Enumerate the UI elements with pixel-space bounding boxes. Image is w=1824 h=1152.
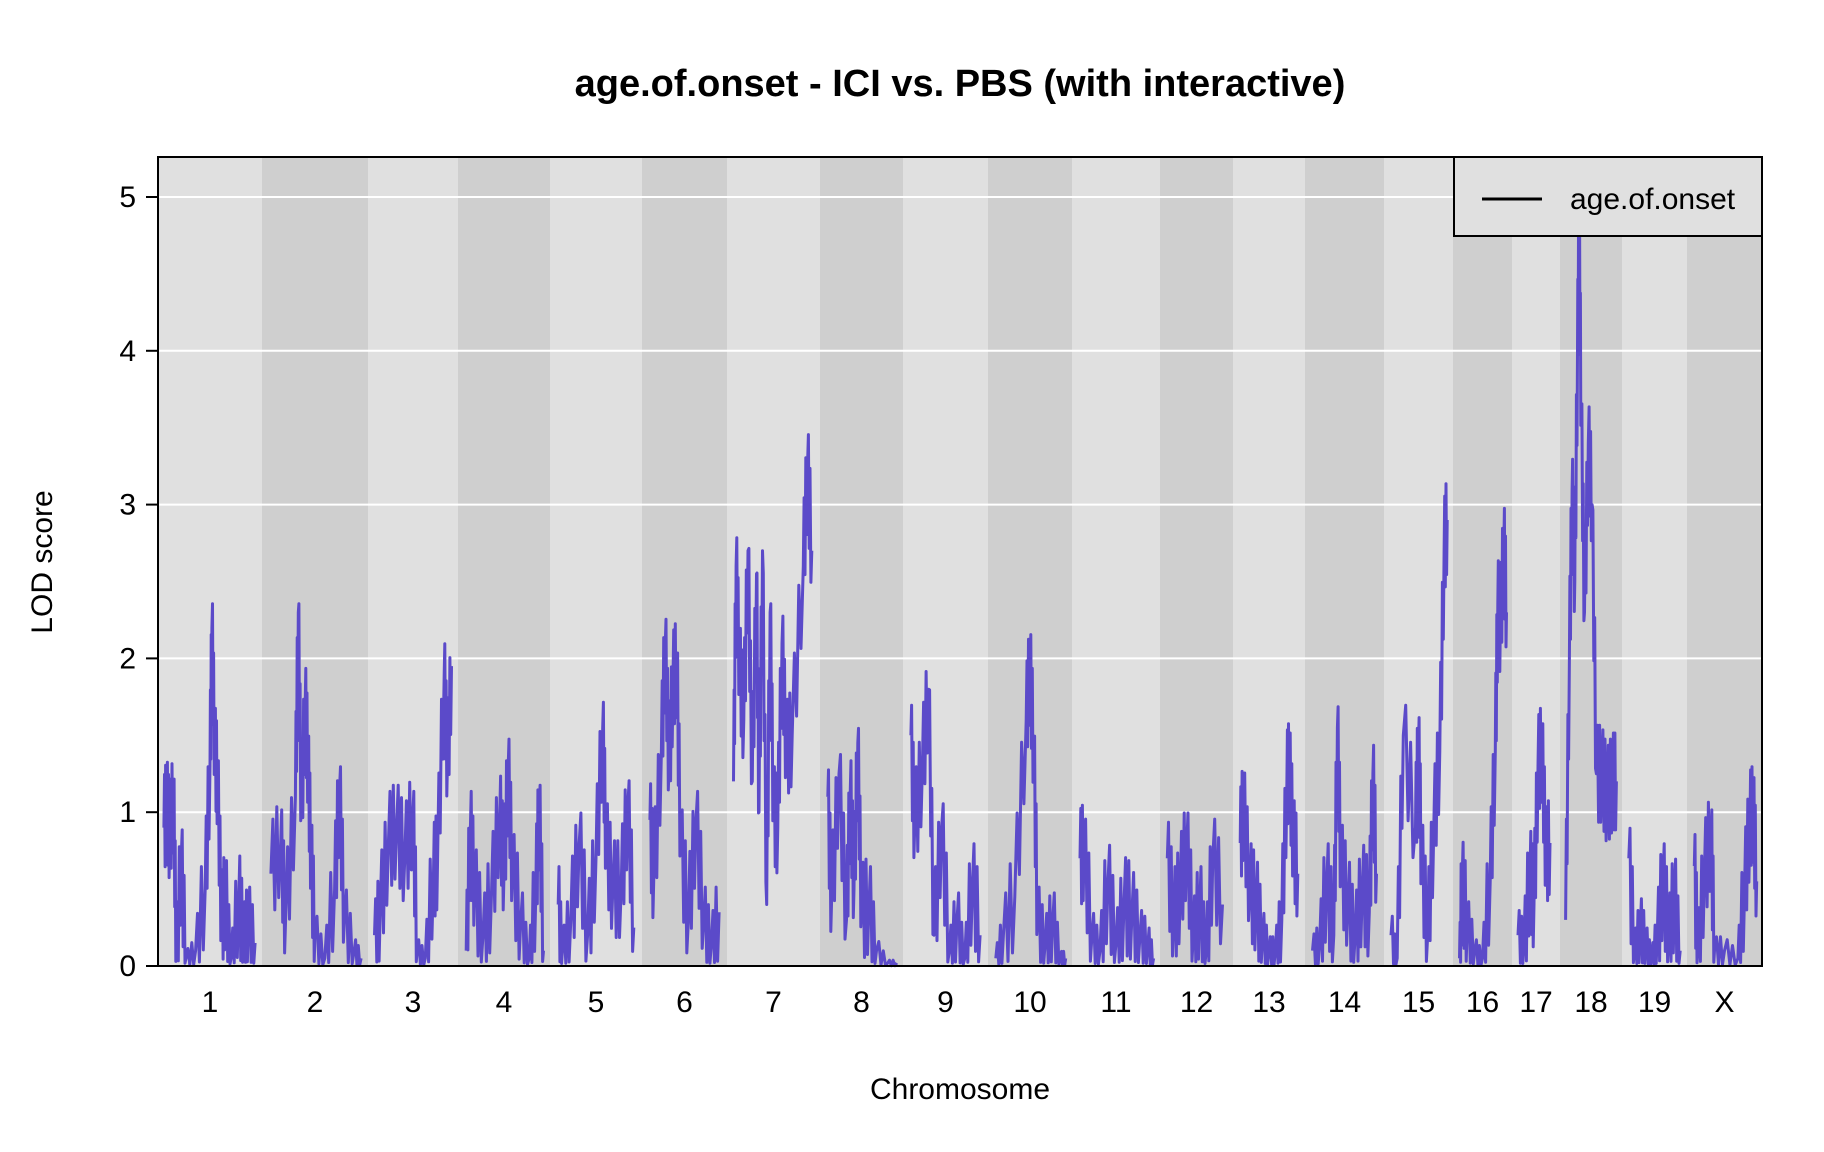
x-tick-label-17: 17 — [1519, 986, 1552, 1019]
x-tick-label-4: 4 — [496, 986, 513, 1019]
lod-line-chr-3 — [373, 642, 453, 967]
x-tick-label-18: 18 — [1574, 986, 1607, 1019]
lod-line-chr-5 — [556, 700, 636, 965]
chart-title: age.of.onset - ICI vs. PBS (with interac… — [575, 63, 1346, 105]
y-tick-label-3: 3 — [119, 489, 136, 522]
x-axis: 1 2 3 4 5 6 7 8 9 10 11 12 13 14 15 16 17 18 19 X — [202, 986, 1735, 1019]
y-tick-label-0: 0 — [119, 950, 136, 983]
x-axis-label: Chromosome — [870, 1073, 1050, 1106]
y-axis-label: LOD score — [26, 490, 59, 633]
y-tick-label-5: 5 — [119, 181, 136, 214]
lod-line-chr-19 — [1627, 826, 1682, 967]
x-tick-label-19: 19 — [1638, 986, 1671, 1019]
x-tick-label-12: 12 — [1180, 986, 1213, 1019]
lod-line-chr-11 — [1078, 803, 1156, 967]
lod-line-chr-1 — [162, 602, 257, 967]
lod-line-chr-14 — [1311, 705, 1378, 966]
legend-label: age.of.onset — [1570, 183, 1736, 216]
x-tick-label-14: 14 — [1328, 986, 1361, 1019]
y-tick-label-2: 2 — [119, 642, 136, 675]
lod-line-chr-8 — [826, 726, 899, 968]
x-tick-label-15: 15 — [1402, 986, 1435, 1019]
x-tick-label-7: 7 — [765, 986, 782, 1019]
x-tick-label-9: 9 — [937, 986, 954, 1019]
x-tick-label-X: X — [1714, 986, 1734, 1019]
lod-line-chr-10 — [994, 633, 1068, 967]
lod-line-chr-X — [1692, 765, 1759, 967]
lod-line-chr-9 — [909, 670, 982, 966]
chromosome-band-12 — [1160, 157, 1233, 966]
x-tick-label-10: 10 — [1013, 986, 1046, 1019]
x-tick-label-2: 2 — [307, 986, 324, 1019]
legend: age.of.onset — [1453, 156, 1763, 237]
lod-line-chr-4 — [464, 737, 545, 966]
lod-line-chr-15 — [1389, 482, 1449, 967]
x-tick-label-3: 3 — [405, 986, 422, 1019]
lod-line-chr-16 — [1458, 506, 1508, 967]
x-tick-label-1: 1 — [202, 986, 219, 1019]
chromosome-band-10 — [988, 157, 1072, 966]
plot-frame — [157, 156, 1763, 967]
lod-line-chr-7 — [732, 433, 814, 906]
lod-line-chr-18 — [1564, 220, 1618, 920]
chromosome-band-19 — [1622, 157, 1687, 966]
y-tick-label-1: 1 — [119, 796, 136, 829]
x-tick-label-11: 11 — [1100, 986, 1131, 1019]
series-layer — [162, 220, 1759, 968]
y-tick-label-4: 4 — [119, 335, 136, 368]
x-tick-label-5: 5 — [588, 986, 605, 1019]
x-tick-label-6: 6 — [676, 986, 693, 1019]
lod-line-chr-17 — [1516, 706, 1552, 965]
lod-line-chr-6 — [648, 617, 721, 965]
x-tick-label-13: 13 — [1252, 986, 1285, 1019]
x-tick-label-8: 8 — [853, 986, 870, 1019]
y-axis: 0 1 2 3 4 5 — [119, 181, 158, 983]
x-tick-label-16: 16 — [1466, 986, 1499, 1019]
legend-box — [1453, 156, 1763, 237]
lod-line-chr-13 — [1238, 722, 1300, 966]
lod-line-chr-12 — [1165, 811, 1224, 965]
lod-line-chr-2 — [269, 602, 363, 967]
